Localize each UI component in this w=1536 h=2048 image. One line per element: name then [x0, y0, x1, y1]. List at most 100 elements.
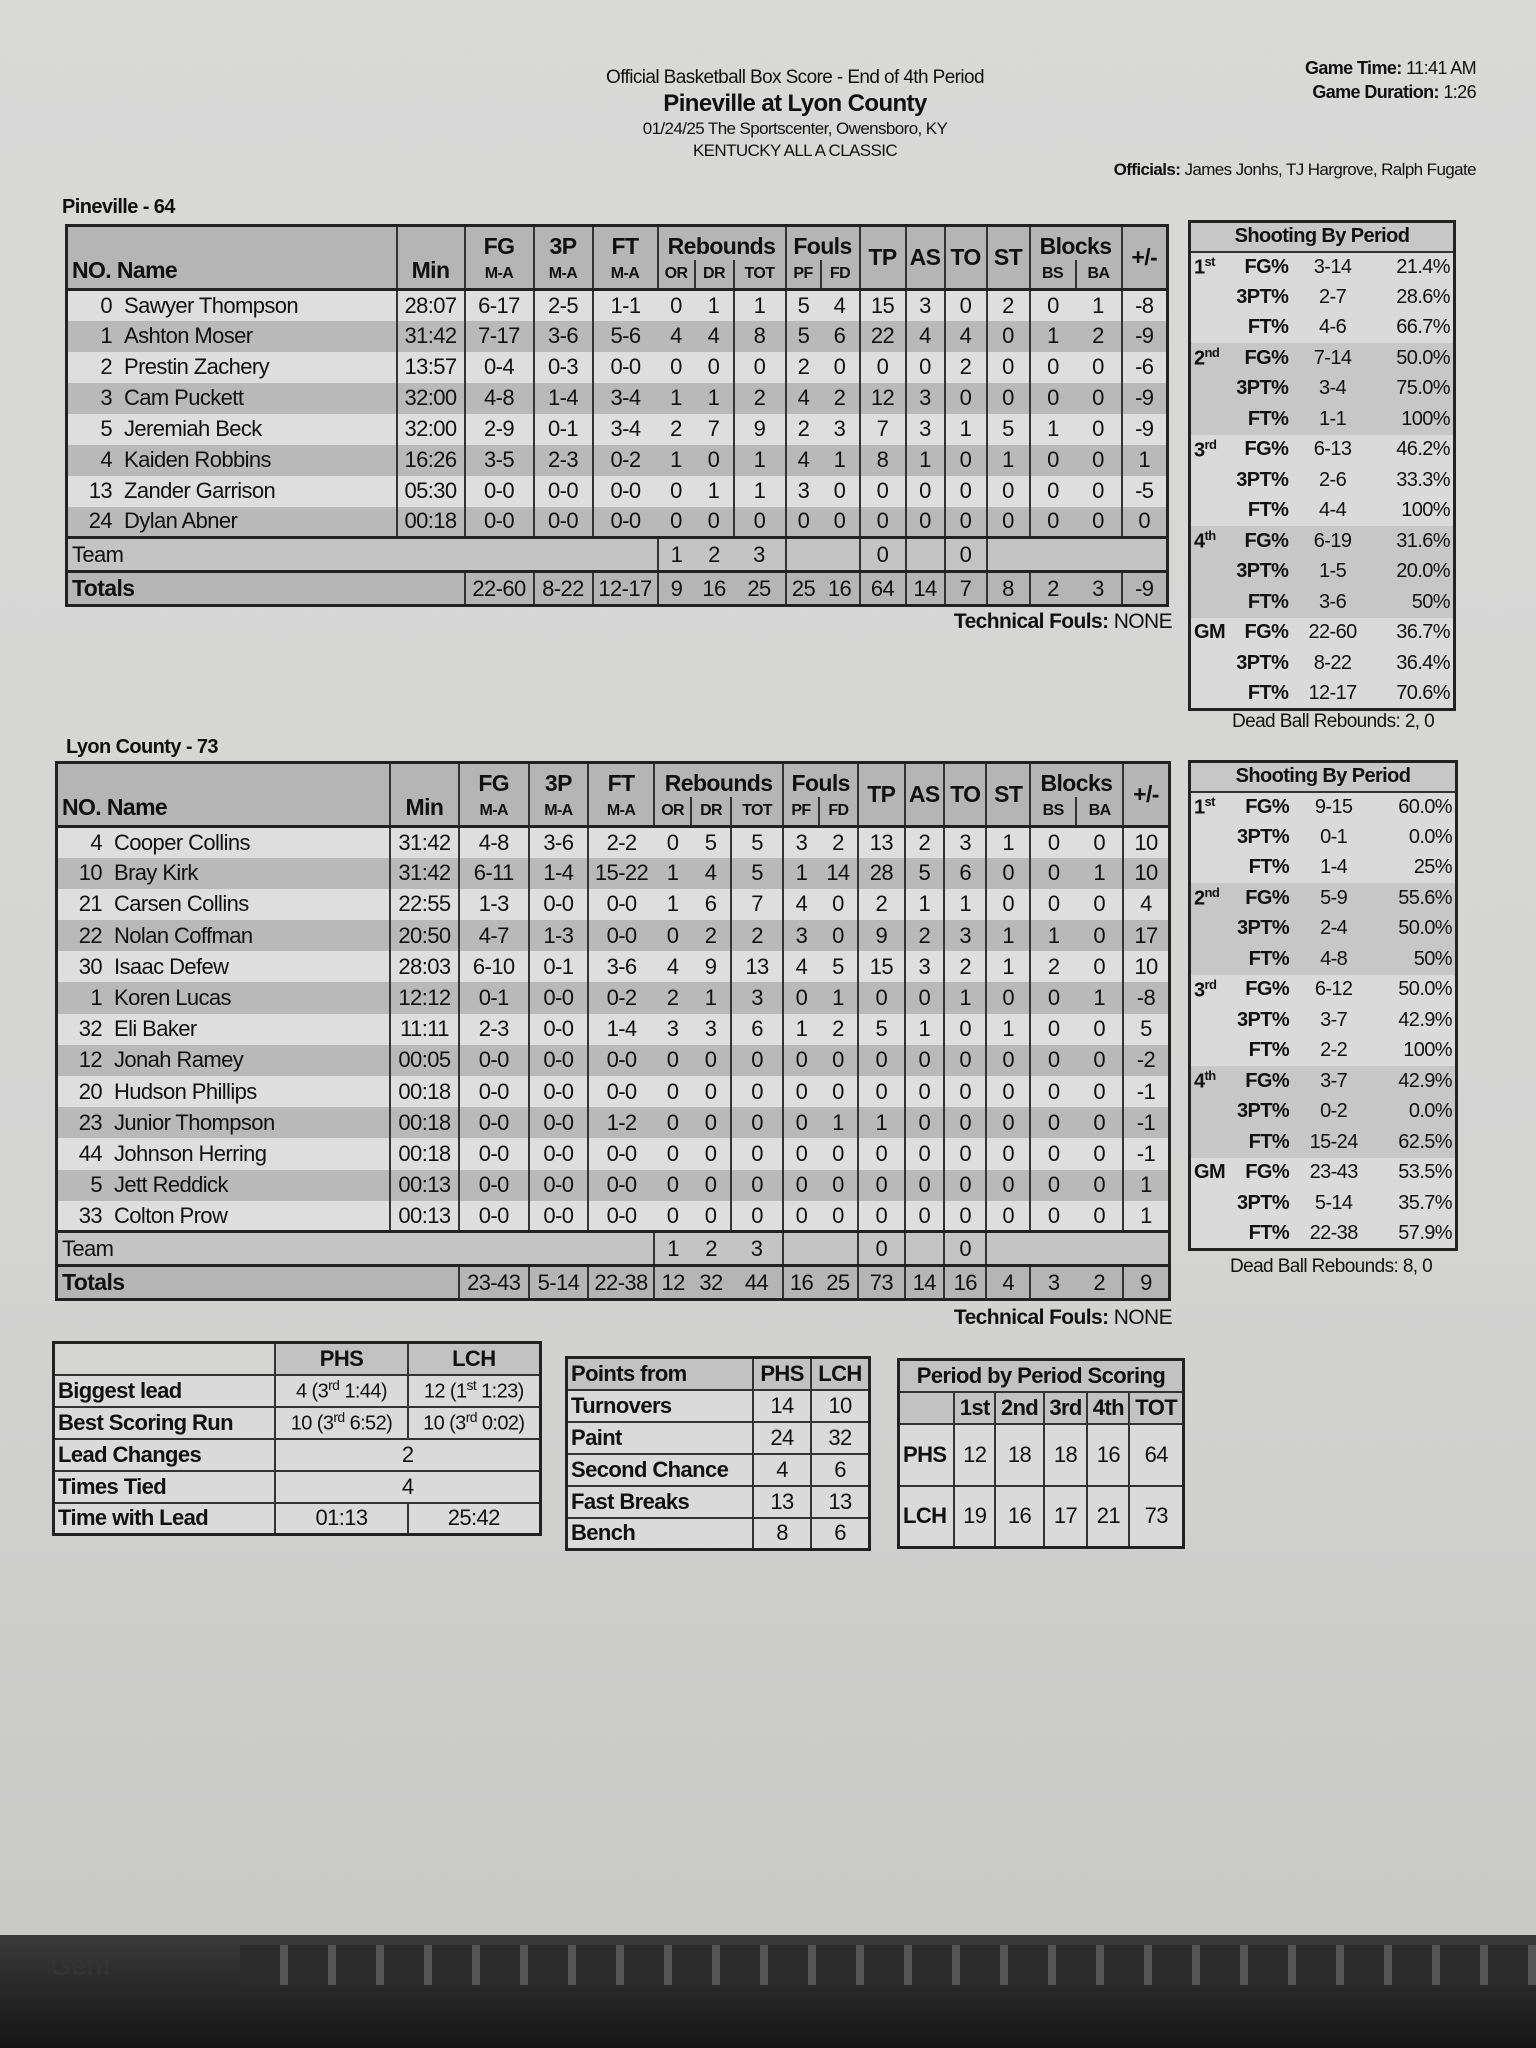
stat-3p: 0-0	[527, 1200, 589, 1232]
player-name: Dylan Abner	[124, 508, 238, 534]
period-number: 2	[1194, 348, 1205, 371]
player-name-cell: 12 Jonah Ramey	[57, 1045, 391, 1076]
player-row: 20 Hudson Phillips 00:18 0-0 0-0 0-0 0 0 0 0 0 0 0 0 0…	[56, 1076, 1170, 1108]
period-score: 12	[953, 1422, 997, 1487]
stat-ba: 0	[1093, 1109, 1105, 1135]
percentage: 42.9%	[1398, 1069, 1452, 1092]
stat-min: 00:18	[389, 1076, 459, 1108]
stat-bs: 1	[1028, 413, 1076, 445]
stat-3p: 3-6	[532, 320, 593, 352]
player-name: Jett Reddick	[114, 1172, 228, 1198]
totals-row: Totals 23-43 5-14 22-38 12 32 44 16 25 73 14 16 4 3 2 9	[56, 1265, 1170, 1300]
player-name: Nolan Coffman	[114, 922, 253, 948]
header-3p: 3P	[527, 762, 589, 797]
header-blocks: Blocks	[1028, 225, 1122, 260]
stat-plus-minus: -5	[1120, 475, 1168, 507]
stat-ft: 0-0	[587, 1169, 654, 1201]
stat-dr: 3	[704, 1016, 717, 1042]
stat-fg: 0-0	[457, 1200, 529, 1232]
stat-dr: 1	[707, 478, 720, 503]
shooting-row: 3PT% 0-2 0.0%	[1190, 1097, 1457, 1128]
stat-3p: 0-0	[527, 1044, 589, 1076]
game-time: 11:41 AM	[1406, 58, 1477, 78]
shot-type: 3PT%	[1236, 651, 1289, 674]
totals-ba: 3	[1092, 575, 1104, 601]
totals-ft: 22-38	[587, 1265, 654, 1300]
jersey-number: 10	[78, 860, 103, 886]
shooting-row: 2nd FG% 7-14 50.0%	[1190, 343, 1455, 374]
stat-to: 0	[943, 506, 987, 538]
period-label	[1190, 679, 1230, 710]
percentage: 42.9%	[1398, 1008, 1452, 1031]
header-ft: FT	[587, 762, 654, 797]
officials-label: Officials:	[1113, 160, 1181, 179]
stat-fd: 0	[832, 1172, 844, 1198]
stat-tp: 0	[857, 1044, 905, 1076]
shooting-row: FT% 22-38 57.9%	[1189, 1218, 1457, 1249]
header-as: AS	[904, 225, 945, 290]
stat-st: 0	[985, 1076, 1030, 1108]
shot-type: FG%	[1244, 255, 1289, 278]
stat-st: 0	[985, 1169, 1030, 1201]
period-label: 1st	[1190, 792, 1230, 823]
stat-fg: 1-3	[457, 888, 529, 921]
period-score: 21	[1086, 1484, 1131, 1549]
officials-names: James Jonhs, TJ Hargrove, Ralph Fugate	[1184, 160, 1476, 179]
stat-tp: 2	[857, 888, 905, 921]
period-label	[1190, 1036, 1230, 1067]
stat-or: 0	[666, 829, 679, 855]
stat-pf: 1	[782, 857, 819, 889]
totals-pf: 16	[782, 1265, 819, 1300]
header-xxx: +/-	[1121, 762, 1170, 827]
shot-type: 3PT%	[1236, 825, 1290, 848]
stat-as: 0	[903, 1169, 945, 1201]
stat-to: 3	[943, 826, 987, 858]
player-name-cell: 24 Dylan Abner	[67, 507, 397, 538]
stat-to: 0	[943, 475, 987, 507]
shooting-row: FT% 1-4 25%	[1189, 852, 1457, 883]
stat-pf: 0	[782, 982, 819, 1014]
game-stat-value: 4 (3rd 1:44)	[274, 1373, 409, 1408]
stat-as: 4	[904, 320, 945, 352]
stat-dr: 1	[707, 292, 720, 318]
stat-as: 0	[903, 1138, 945, 1170]
period-label	[1190, 496, 1230, 527]
value-part: 10 (3	[423, 1412, 466, 1435]
stat-fg: 6-11	[457, 857, 529, 889]
player-name: Sawyer Thompson	[124, 292, 299, 318]
player-name-cell: 22 Nolan Coffman	[57, 920, 391, 951]
stat-or: 0	[666, 1202, 679, 1228]
period-suffix: nd	[1204, 345, 1220, 361]
stat-plus-minus: 5	[1121, 1013, 1170, 1045]
team-as-empty	[903, 1231, 945, 1266]
made-attempted: 1-4	[1320, 856, 1348, 879]
made-attempted: 22-60	[1308, 621, 1358, 644]
period-number: 1	[1194, 797, 1205, 820]
header-as: AS	[903, 762, 945, 827]
dead-ball-rebounds-lyon-county: Dead Ball Rebounds: 8, 0	[1230, 1256, 1433, 1277]
stat-ba: 0	[1093, 1047, 1105, 1073]
stat-tp: 0	[857, 1169, 905, 1201]
stat-to: 0	[943, 1044, 987, 1076]
stat-bs: 0	[1028, 1044, 1077, 1076]
stat-fg: 0-0	[457, 1169, 529, 1201]
stat-st: 0	[985, 1200, 1030, 1232]
player-name-cell: 4 Kaiden Robbins	[67, 445, 397, 476]
shot-type: FG%	[1245, 1161, 1290, 1184]
percentage: 0.0%	[1408, 1100, 1453, 1123]
totals-to: 16	[943, 1265, 987, 1300]
stat-ba: 0	[1093, 891, 1105, 917]
jersey-number: 23	[78, 1109, 103, 1135]
blank-corner	[53, 1342, 276, 1375]
stat-fd: 1	[832, 1109, 844, 1135]
subheader-fd: FD	[817, 796, 859, 827]
stat-ba: 0	[1092, 416, 1104, 441]
shooting-row: 3PT% 2-4 50.0%	[1190, 914, 1457, 945]
stat-as: 0	[904, 351, 945, 383]
stat-or: 0	[670, 354, 682, 379]
stat-as: 0	[904, 475, 945, 507]
stat-as: 1	[903, 1013, 945, 1045]
technical-value: NONE	[1113, 1306, 1173, 1329]
points-value: 8	[752, 1516, 813, 1551]
points-from-row: Second Chance 4 6	[565, 1452, 871, 1487]
